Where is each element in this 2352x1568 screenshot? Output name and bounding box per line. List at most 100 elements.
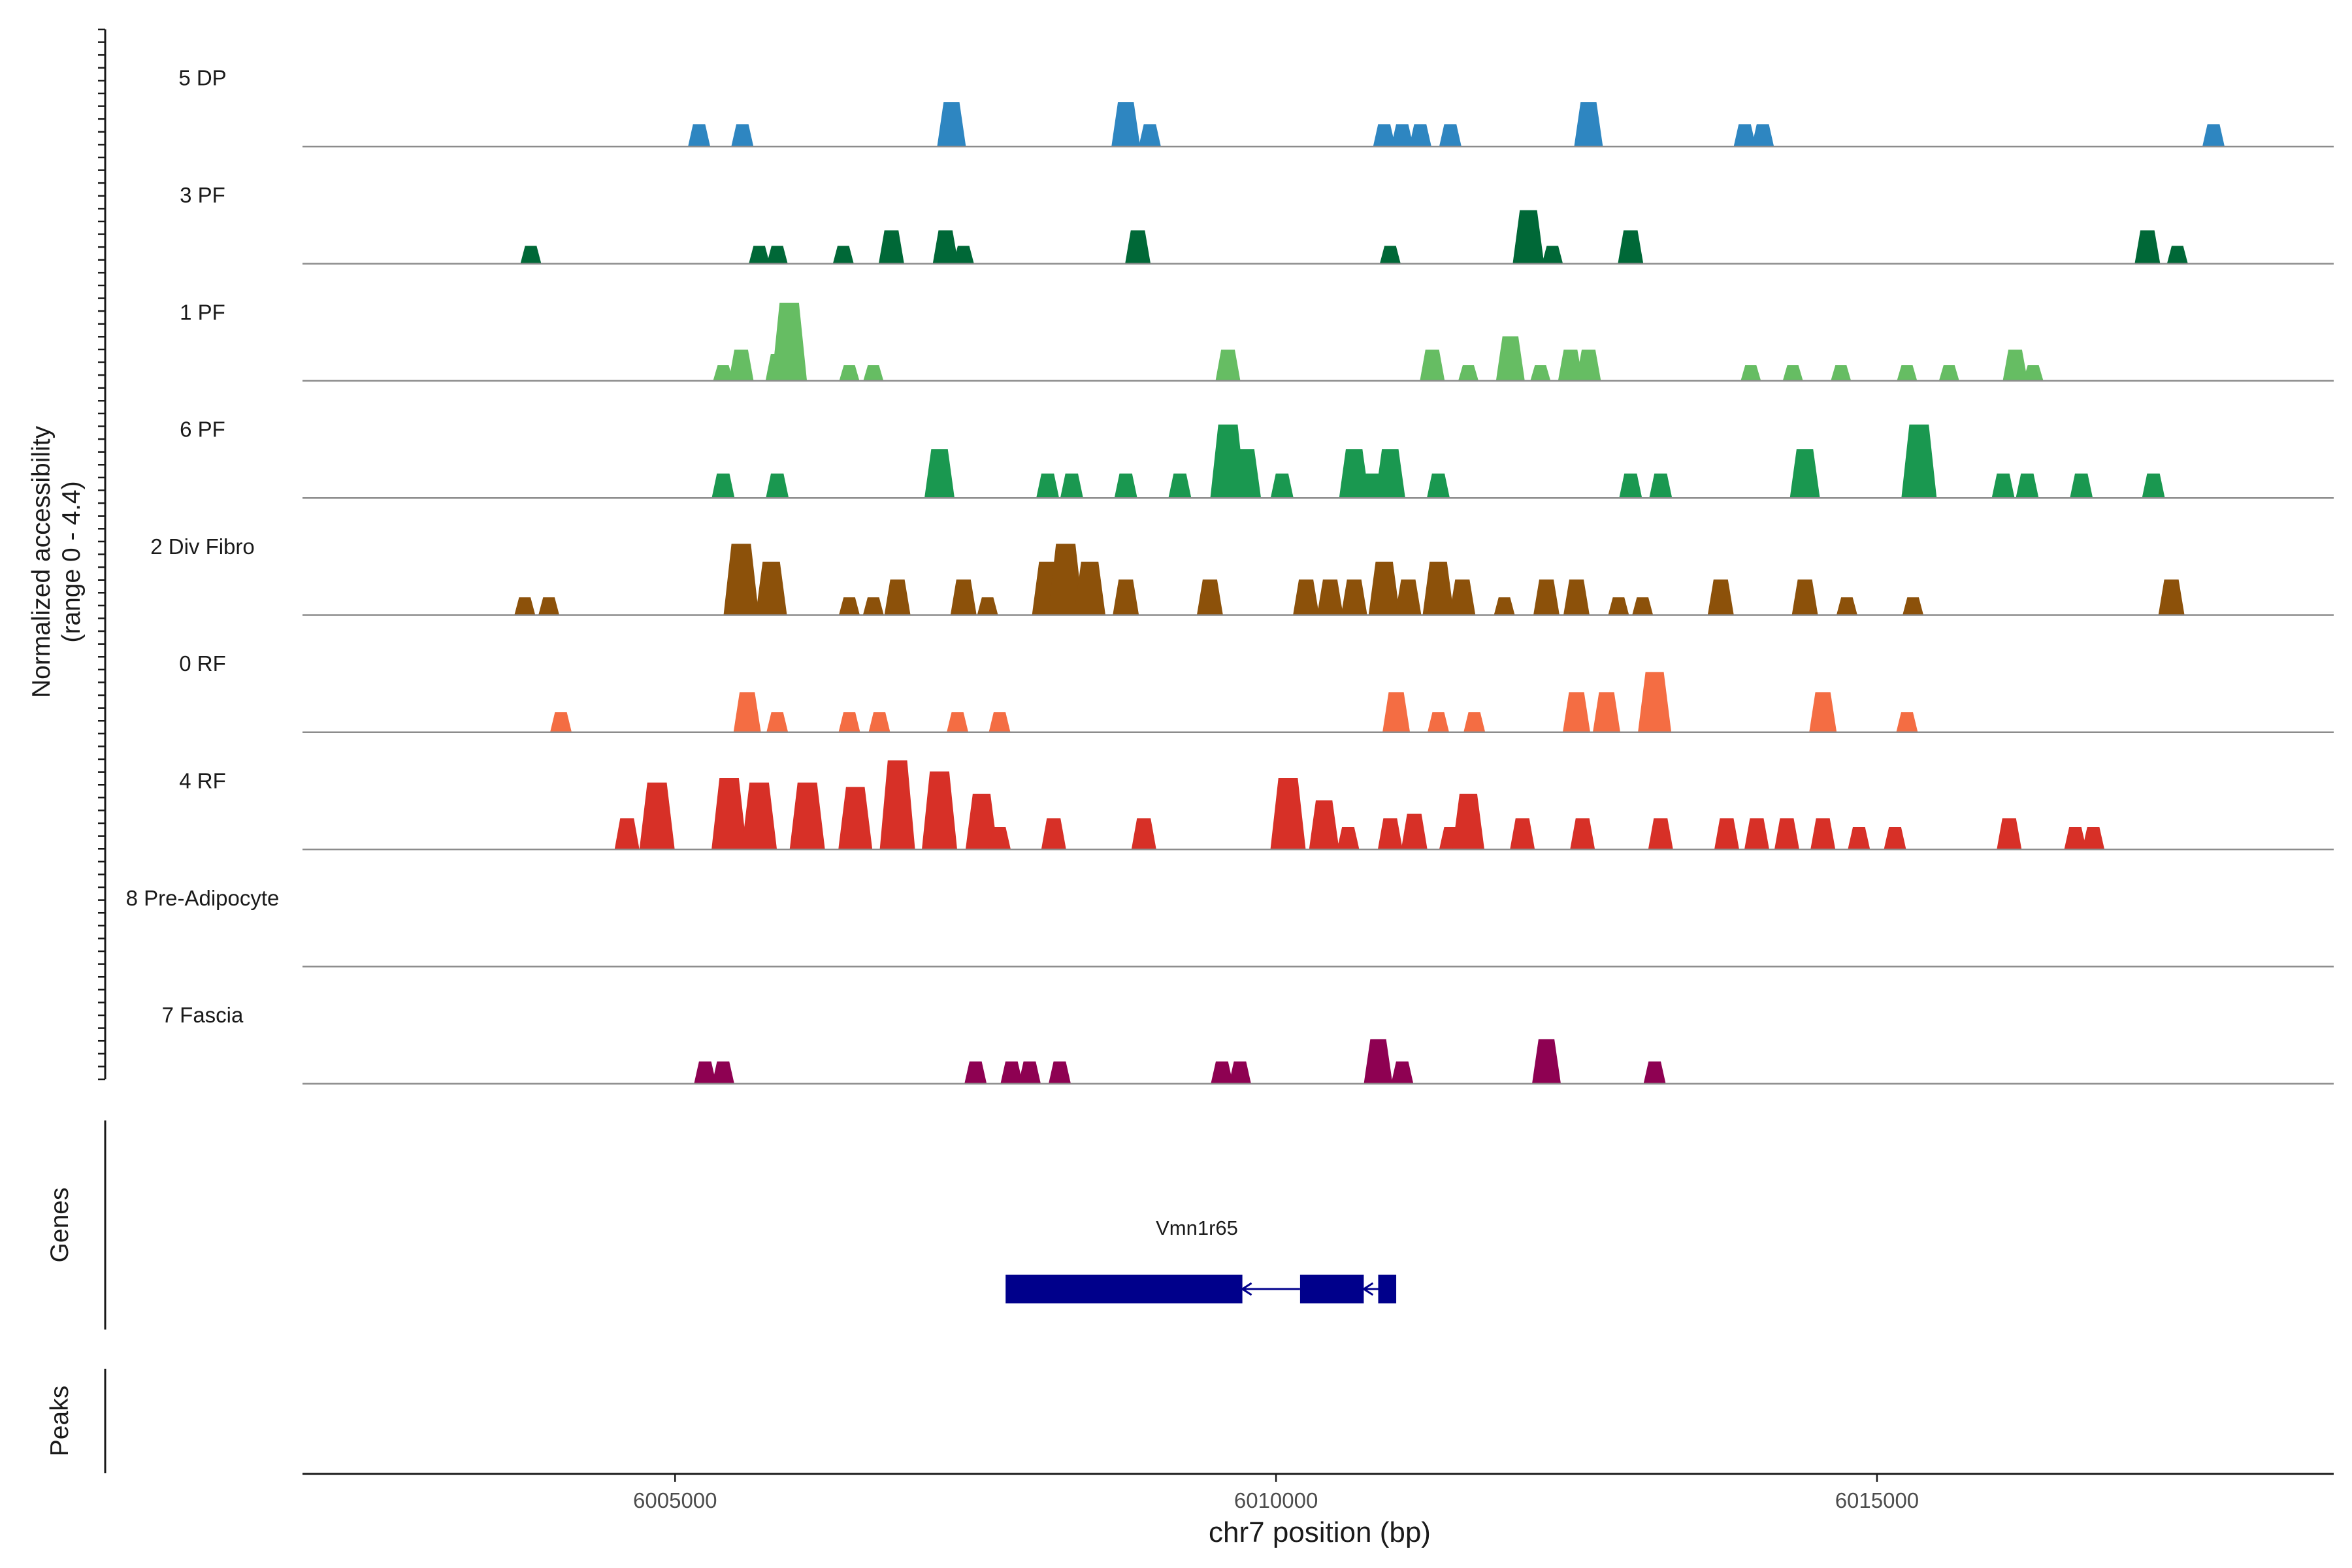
gene-track [104, 1120, 1397, 1473]
peak-bar [1428, 712, 1449, 732]
peak-bar [1512, 210, 1544, 264]
peak-bar [1125, 230, 1151, 264]
peak-bar [711, 778, 747, 850]
peak-bar [2134, 230, 2161, 264]
y-axis [98, 28, 106, 1081]
peak-bar [862, 597, 884, 615]
peak-bar [733, 692, 761, 732]
peak-bar [1196, 580, 1223, 615]
peak-bar [922, 771, 957, 850]
peak-bar [1903, 597, 1924, 615]
peak-bar [1836, 597, 1857, 615]
peak-bar [1574, 102, 1603, 147]
peak-bar [1409, 124, 1431, 147]
peak-bar [1337, 827, 1360, 850]
peak-bar [1638, 672, 1672, 732]
peak-bar [1458, 365, 1478, 381]
peak-bar [868, 712, 890, 732]
peak-bar [688, 124, 711, 147]
peak-bar [1391, 1061, 1414, 1084]
peak-bar [988, 827, 1011, 850]
peak-bar [1422, 561, 1454, 615]
peak-bar [1449, 580, 1476, 615]
peak-bar [1379, 246, 1401, 264]
peak-bar [731, 124, 754, 147]
peak-bar [1752, 124, 1774, 147]
peak-bar [1774, 818, 1799, 850]
peak-bar [1420, 350, 1445, 381]
peak-bar [614, 818, 640, 850]
peak-bar [1884, 827, 1906, 850]
peak-bar [538, 597, 560, 615]
peak-bar [1309, 800, 1339, 850]
x-tick-label: 6005000 [633, 1488, 717, 1512]
peak-bar [2166, 246, 2188, 264]
x-tick-label: 6015000 [1835, 1488, 1919, 1512]
peak-bar [932, 230, 958, 264]
peak-bar [1168, 473, 1192, 498]
peak-bar [1938, 365, 1959, 381]
peak-bar [2142, 473, 2165, 498]
peak-bar [1570, 818, 1595, 850]
track-label: 1 PF [180, 300, 225, 324]
peak-bar [1632, 597, 1654, 615]
peak-bar [1377, 818, 1403, 850]
peak-bar [766, 473, 789, 498]
peak-bar [1019, 1061, 1041, 1084]
track-label: 3 PF [180, 183, 225, 207]
peak-bar [1215, 350, 1241, 381]
peak-bar [1510, 818, 1535, 850]
peak-bar [1270, 778, 1306, 850]
peak-bar [1558, 350, 1583, 381]
peak-bar [1809, 692, 1837, 732]
peak-bar [1060, 473, 1083, 498]
gene-exon [1005, 1275, 1243, 1303]
peak-bar [1782, 365, 1803, 381]
peak-bar [839, 597, 860, 615]
peak-bar [2202, 124, 2225, 147]
peak-bar [884, 580, 911, 615]
peak-bar [789, 782, 825, 850]
peak-bar [1373, 124, 1396, 147]
peak-bar [1364, 1039, 1393, 1084]
peak-bar [1707, 580, 1734, 615]
peak-bar [1649, 473, 1673, 498]
peak-bar [1618, 230, 1644, 264]
peak-bar [832, 246, 854, 264]
peak-bar [1138, 124, 1161, 147]
peak-bar [713, 365, 734, 381]
x-axis: 6005000 6010000 6015000 [302, 1473, 2334, 1512]
peak-bar [749, 246, 770, 264]
gene-name-label: Vmn1r65 [1156, 1217, 1238, 1239]
track-label: 7 Fascia [162, 1003, 244, 1027]
peak-bar [1997, 818, 2022, 850]
peak-bar [1791, 580, 1818, 615]
accessibility-tracks: 5 DP 3 PF 1 PF 6 PF 2 Div Fibro 0 RF 4 RF 8 Pre… [126, 66, 2334, 1085]
peak-bar [1530, 365, 1551, 381]
peak-bar [766, 712, 789, 732]
peak-bar [1228, 1061, 1251, 1084]
peak-bar [838, 712, 860, 732]
peak-bar [1293, 580, 1320, 615]
peak-bar [1532, 1039, 1561, 1084]
peak-bar [1648, 818, 1673, 850]
y-axis-title-line1: Normalized accessibility [27, 425, 56, 698]
peak-bar [2002, 350, 2028, 381]
peak-bar [964, 1061, 987, 1084]
peak-bar [977, 597, 998, 615]
peak-bar [694, 1061, 717, 1084]
x-axis-title: chr7 position (bp) [1209, 1516, 1431, 1548]
peak-bar [1533, 580, 1560, 615]
peak-bar [1991, 473, 2015, 498]
track-label: 8 Pre-Adipocyte [126, 886, 280, 910]
peak-bar [1375, 449, 1405, 498]
peak-bar [839, 365, 860, 381]
peak-bar [1608, 597, 1629, 615]
peak-bar [1041, 818, 1066, 850]
peak-bar [742, 782, 777, 850]
peak-bar [1740, 365, 1761, 381]
peak-bar [2070, 473, 2093, 498]
peak-bar [1339, 449, 1369, 498]
peak-bar [1036, 473, 1060, 498]
peak-bar [2064, 827, 2087, 850]
